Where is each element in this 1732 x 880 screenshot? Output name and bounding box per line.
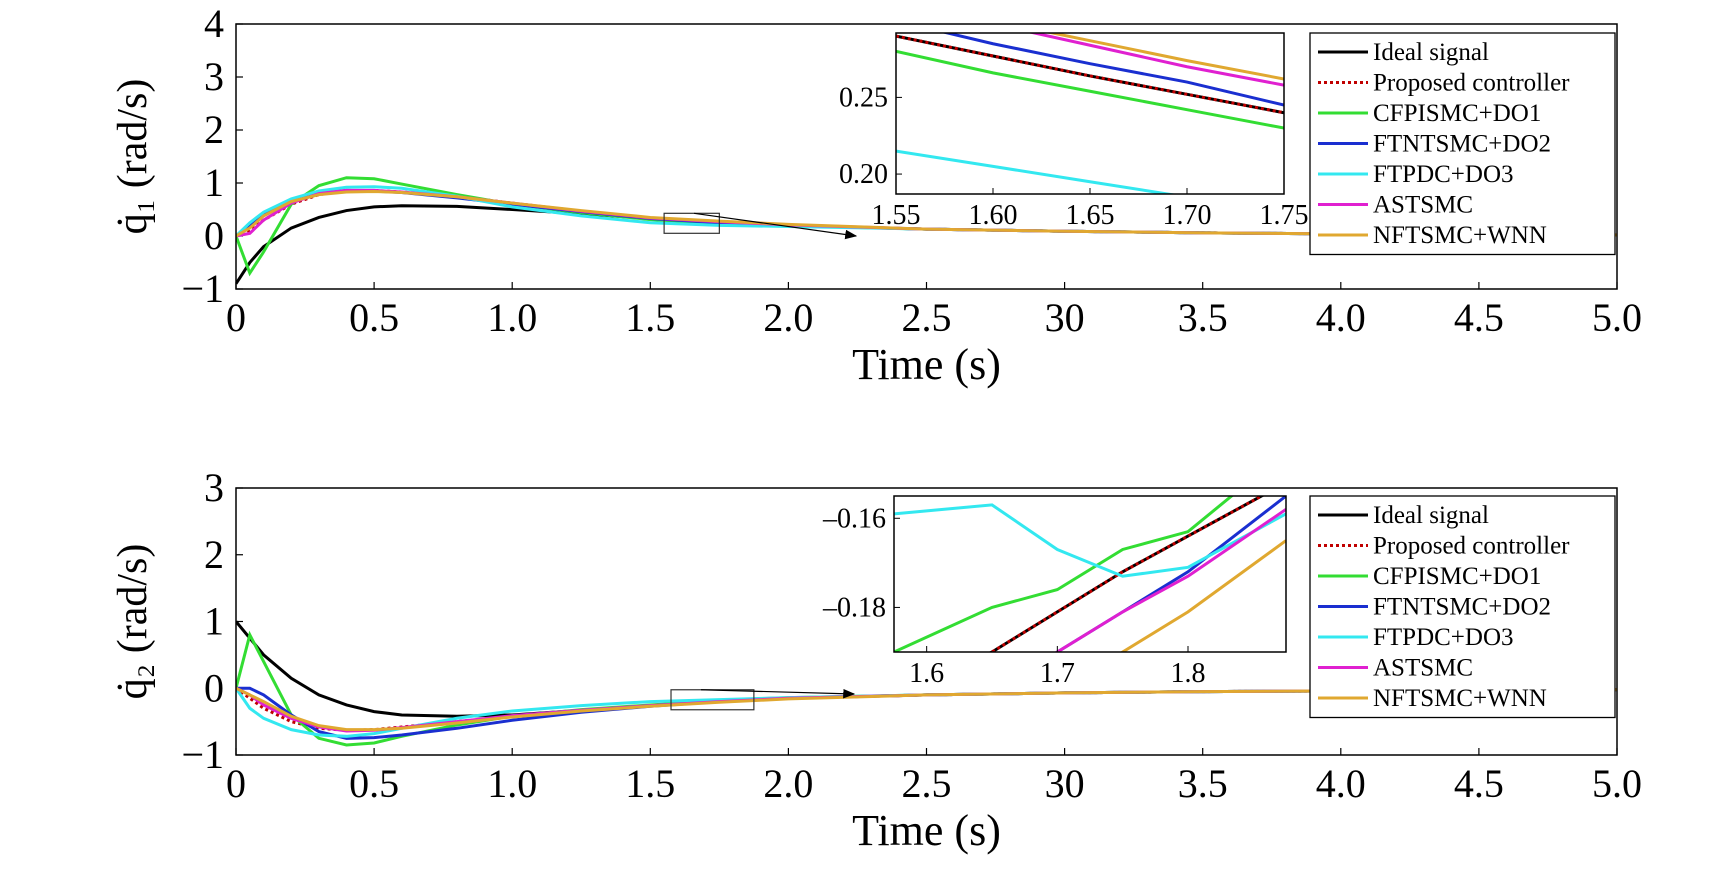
series-line bbox=[1045, 33, 1284, 81]
x-tick-label: 4.0 bbox=[1316, 295, 1366, 340]
inset-frame bbox=[895, 32, 1285, 195]
x-tick-label: 1.5 bbox=[625, 761, 675, 806]
legend-label: Proposed controller bbox=[1373, 533, 1570, 560]
series-line bbox=[896, 34, 1284, 115]
legend-label: FTNTSMC+DO2 bbox=[1373, 594, 1551, 621]
y-tick-label: −1 bbox=[181, 732, 224, 777]
y-tick-label: 2 bbox=[204, 532, 224, 577]
legend-label: ASTSMC bbox=[1373, 192, 1473, 219]
series-line bbox=[896, 49, 1284, 130]
x-tick-label: 0 bbox=[226, 761, 246, 806]
inset-x-tick-label: 1.75 bbox=[1260, 200, 1309, 231]
plot: 0 0.5 1.0 1.5 2.0 2.5 30 3.5 4.0 4.5 5.0−10123Time… bbox=[110, 465, 1642, 855]
series-line bbox=[236, 686, 1617, 732]
y-tick-label: 4 bbox=[204, 1, 224, 46]
plot-frame bbox=[235, 487, 1618, 756]
x-tick-label: 4.0 bbox=[1316, 761, 1366, 806]
series-line bbox=[896, 149, 1178, 194]
inset-background bbox=[896, 33, 1284, 194]
x-tick-label: 5.0 bbox=[1592, 295, 1642, 340]
legend-label: CFPISMC+DO1 bbox=[1373, 100, 1541, 127]
inset-background bbox=[894, 496, 1286, 652]
x-tick-label: 30 bbox=[1045, 295, 1085, 340]
legend-label: FTPDC+DO3 bbox=[1373, 161, 1514, 188]
inset-x-tick-label: 1.60 bbox=[969, 200, 1018, 231]
x-tick-label: 30 bbox=[1045, 761, 1085, 806]
x-tick-label: 0 bbox=[226, 295, 246, 340]
y-tick-label: 3 bbox=[204, 54, 224, 99]
x-axis-label: Time (s) bbox=[852, 340, 1001, 389]
zoom-arrow bbox=[700, 688, 856, 699]
x-tick-label: 2.5 bbox=[902, 295, 952, 340]
y-tick-label: 0 bbox=[204, 665, 224, 710]
x-tick-label: 1.0 bbox=[487, 295, 537, 340]
x-tick-label: 3.5 bbox=[1178, 295, 1228, 340]
series-line bbox=[236, 189, 1617, 238]
inset-y-tick-label: –0.16 bbox=[822, 503, 886, 534]
x-tick-label: 2.0 bbox=[763, 761, 813, 806]
x-tick-label: 1.5 bbox=[625, 295, 675, 340]
x-tick-label: 5.0 bbox=[1592, 761, 1642, 806]
y-tick-label: 1 bbox=[204, 599, 224, 644]
x-tick-label: 2.5 bbox=[902, 761, 952, 806]
legend-label: FTPDC+DO3 bbox=[1373, 624, 1514, 651]
series-line bbox=[1120, 539, 1286, 652]
inset-frame bbox=[893, 495, 1287, 653]
y-tick-label: 3 bbox=[204, 465, 224, 510]
legend-label: NFTSMC+WNN bbox=[1373, 685, 1547, 712]
inset-x-tick-label: 1.70 bbox=[1163, 200, 1212, 231]
zoom-arrow bbox=[694, 212, 858, 240]
series-line bbox=[941, 33, 1284, 107]
y-axis-label: q̇₁ (rad/s) bbox=[110, 79, 156, 235]
legend-label: Ideal signal bbox=[1373, 502, 1489, 529]
inset-x-tick-label: 1.65 bbox=[1066, 200, 1115, 231]
legend-label: ASTSMC bbox=[1373, 655, 1473, 682]
x-tick-label: 4.5 bbox=[1454, 295, 1504, 340]
series-line bbox=[988, 496, 1265, 652]
x-axis-label: Time (s) bbox=[852, 806, 1001, 855]
x-tick-label: 4.5 bbox=[1454, 761, 1504, 806]
legend-label: Ideal signal bbox=[1373, 39, 1489, 66]
inset-x-tick-label: 1.6 bbox=[909, 658, 944, 689]
legend-label: Proposed controller bbox=[1373, 70, 1570, 97]
inset-x-tick-label: 1.8 bbox=[1171, 658, 1206, 689]
y-axis-label: q̇₂ (rad/s) bbox=[110, 544, 156, 700]
series-line bbox=[894, 503, 1286, 578]
inset-x-tick-label: 1.7 bbox=[1040, 658, 1075, 689]
series-line bbox=[894, 496, 1234, 652]
x-tick-label: 3.5 bbox=[1178, 761, 1228, 806]
plot-frame bbox=[235, 23, 1618, 290]
y-tick-label: 1 bbox=[204, 160, 224, 205]
series-line bbox=[1027, 33, 1284, 87]
y-tick-label: 0 bbox=[204, 213, 224, 258]
y-tick-label: 2 bbox=[204, 107, 224, 152]
x-tick-label: 1.0 bbox=[487, 761, 537, 806]
x-tick-label: 0.5 bbox=[349, 761, 399, 806]
inset-y-tick-label: –0.18 bbox=[822, 592, 886, 623]
series-line bbox=[1054, 508, 1286, 652]
inset-y-tick-label: 0.20 bbox=[839, 159, 888, 190]
inset-x-tick-label: 1.55 bbox=[872, 200, 921, 231]
legend-label: NFTSMC+WNN bbox=[1373, 222, 1547, 249]
y-tick-label: −1 bbox=[181, 266, 224, 311]
plot: 0 0.5 1.0 1.5 2.0 2.5 30 3.5 4.0 4.5 5.0−101234Tim… bbox=[110, 1, 1642, 389]
legend-label: CFPISMC+DO1 bbox=[1373, 563, 1541, 590]
x-tick-label: 2.0 bbox=[763, 295, 813, 340]
legend-label: FTNTSMC+DO2 bbox=[1373, 131, 1551, 158]
zoom-box bbox=[663, 212, 720, 234]
x-tick-label: 0.5 bbox=[349, 295, 399, 340]
inset-y-tick-label: 0.25 bbox=[839, 82, 888, 113]
